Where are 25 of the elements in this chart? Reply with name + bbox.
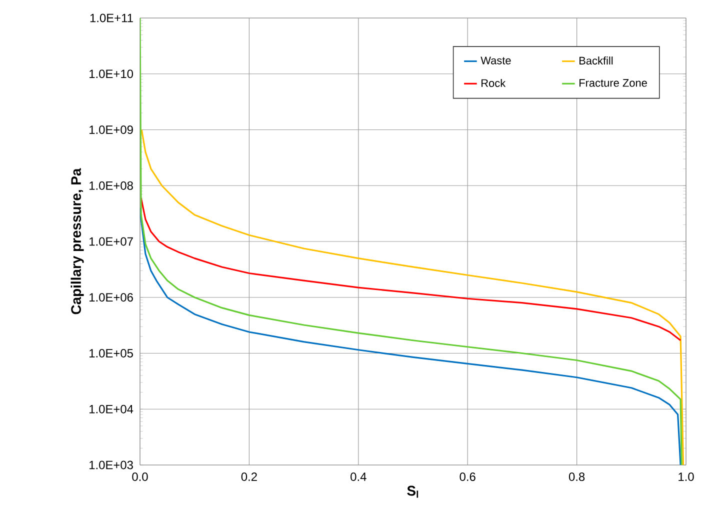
y-tick-label: 1.0E+09 bbox=[90, 126, 133, 134]
y-tick-label: 1.0E+08 bbox=[90, 181, 133, 190]
x-tick-label: 0.6 bbox=[460, 472, 476, 481]
x-tick-label: 0.4 bbox=[350, 472, 366, 481]
legend-label: Backfill bbox=[580, 56, 613, 65]
y-axis-title: Capillary pressure, Pa bbox=[70, 168, 84, 314]
y-tick-label: 1.0E+11 bbox=[90, 14, 133, 22]
y-tick-label: 1.0E+07 bbox=[90, 237, 133, 246]
line-series bbox=[140, 207, 682, 465]
legend-label: Fracture Zone bbox=[580, 79, 647, 87]
legend-label: Rock bbox=[482, 78, 506, 87]
y-tick-label: 1.0E+06 bbox=[90, 293, 133, 302]
line-series bbox=[140, 18, 682, 465]
x-axis-title: S$_{l}$ bbox=[407, 486, 418, 498]
x-tick-label: 0.0 bbox=[132, 472, 148, 481]
y-tick-label: 1.0E+04 bbox=[90, 404, 134, 414]
y-tick-label: 1.0E+03 bbox=[90, 460, 133, 470]
legend-label: Waste bbox=[480, 56, 511, 64]
x-tick-label: 1.0 bbox=[678, 472, 694, 481]
x-tick-label: 0.8 bbox=[568, 472, 585, 481]
y-tick-label: 1.0E+10 bbox=[90, 70, 134, 78]
line-series bbox=[140, 197, 682, 342]
y-tick-label: 1.0E+05 bbox=[90, 349, 133, 358]
x-tick-label: 0.2 bbox=[241, 472, 257, 481]
line-series bbox=[140, 128, 684, 465]
